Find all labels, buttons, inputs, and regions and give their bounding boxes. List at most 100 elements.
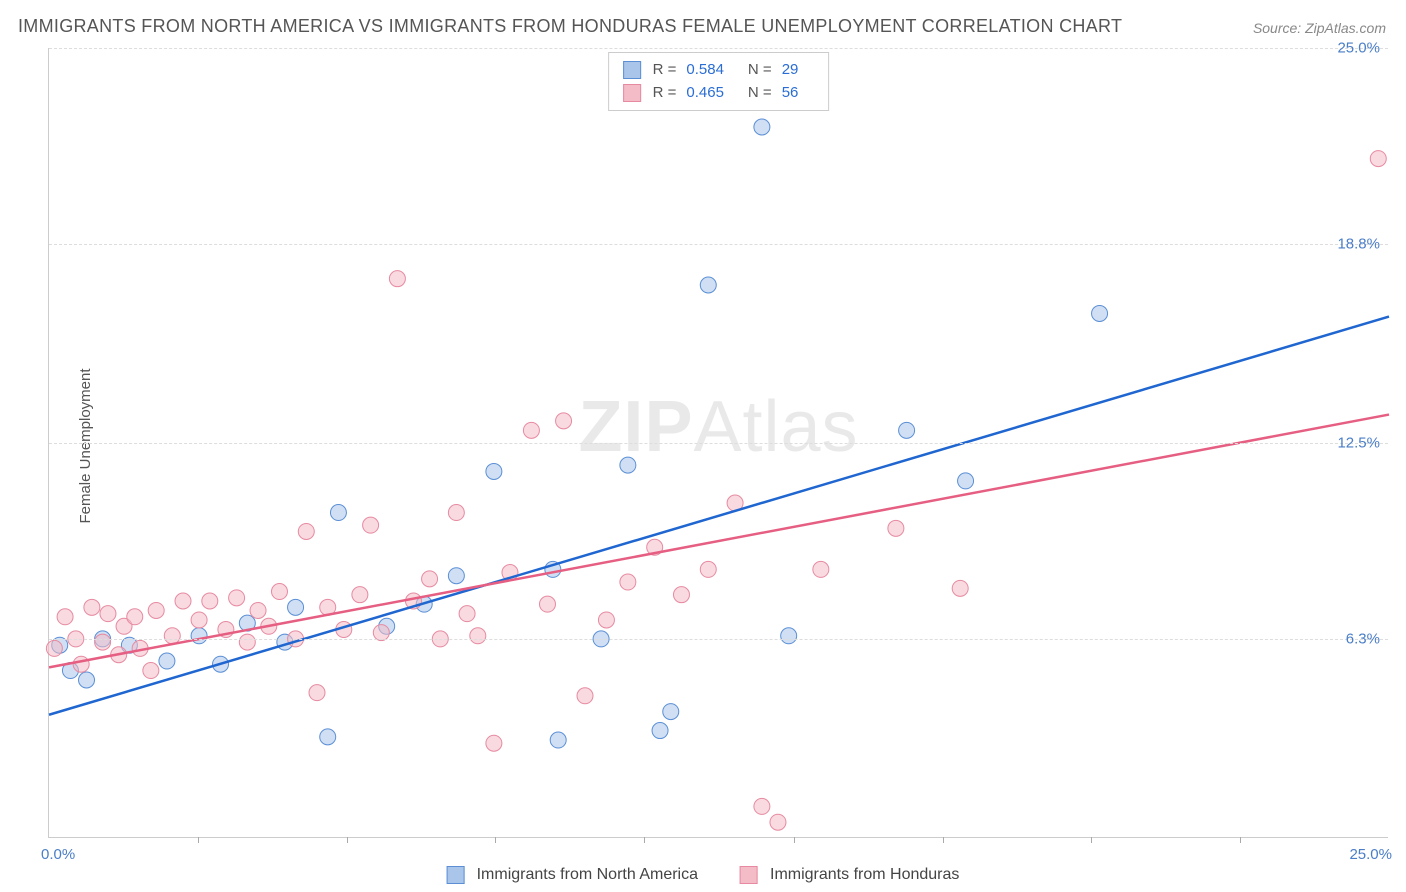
- data-point: [598, 612, 614, 628]
- y-tick-label: 6.3%: [1346, 630, 1380, 647]
- data-point: [1370, 151, 1386, 167]
- x-tick: [198, 837, 199, 843]
- r-label: R =: [653, 59, 677, 82]
- x-tick: [943, 837, 944, 843]
- data-point: [175, 593, 191, 609]
- plot-area: R = 0.584 N = 29 R = 0.465 N = 56 ZIPAtl…: [48, 48, 1388, 838]
- data-point: [84, 599, 100, 615]
- gridline: [49, 48, 1388, 49]
- x-tick: [1240, 837, 1241, 843]
- data-point: [459, 606, 475, 622]
- regression-line: [49, 415, 1389, 668]
- legend-series-label: Immigrants from Honduras: [770, 866, 959, 884]
- data-point: [95, 634, 111, 650]
- y-tick-label: 25.0%: [1337, 40, 1380, 57]
- data-point: [673, 587, 689, 603]
- legend-series-item-2: Immigrants from Honduras: [740, 866, 959, 884]
- data-point: [754, 798, 770, 814]
- data-point: [46, 640, 62, 656]
- legend-series-label: Immigrants from North America: [477, 866, 698, 884]
- data-point: [148, 602, 164, 618]
- data-point: [770, 814, 786, 830]
- x-tick: [794, 837, 795, 843]
- source-name: ZipAtlas.com: [1305, 20, 1386, 36]
- data-point: [298, 523, 314, 539]
- data-point: [271, 584, 287, 600]
- data-point: [813, 561, 829, 577]
- data-point: [448, 568, 464, 584]
- n-label: N =: [748, 59, 772, 82]
- y-tick-label: 12.5%: [1337, 435, 1380, 452]
- r-label: R =: [653, 82, 677, 105]
- n-value: 29: [782, 59, 799, 82]
- data-point: [191, 612, 207, 628]
- data-point: [754, 119, 770, 135]
- gridline: [49, 244, 1388, 245]
- x-tick: [495, 837, 496, 843]
- data-point: [57, 609, 73, 625]
- data-point: [523, 422, 539, 438]
- x-axis-min-label: 0.0%: [41, 846, 75, 863]
- data-point: [127, 609, 143, 625]
- data-point: [202, 593, 218, 609]
- data-point: [320, 729, 336, 745]
- data-point: [363, 517, 379, 533]
- legend-swatch-blue: [623, 61, 641, 79]
- n-label: N =: [748, 82, 772, 105]
- legend-swatch-blue: [447, 866, 465, 884]
- data-point: [952, 580, 968, 596]
- data-point: [470, 628, 486, 644]
- data-point: [309, 685, 325, 701]
- source-prefix: Source:: [1253, 20, 1305, 36]
- x-tick: [644, 837, 645, 843]
- data-point: [389, 271, 405, 287]
- data-point: [556, 413, 572, 429]
- data-point: [486, 735, 502, 751]
- data-point: [229, 590, 245, 606]
- data-point: [1092, 305, 1108, 321]
- data-point: [486, 463, 502, 479]
- data-point: [888, 520, 904, 536]
- data-point: [539, 596, 555, 612]
- legend-series: Immigrants from North America Immigrants…: [447, 866, 960, 884]
- data-point: [250, 602, 266, 618]
- gridline: [49, 639, 1388, 640]
- x-tick: [347, 837, 348, 843]
- data-point: [73, 656, 89, 672]
- r-value: 0.465: [686, 82, 724, 105]
- data-point: [448, 505, 464, 521]
- legend-series-item-1: Immigrants from North America: [447, 866, 698, 884]
- y-tick-label: 18.8%: [1337, 235, 1380, 252]
- data-point: [899, 422, 915, 438]
- data-point: [159, 653, 175, 669]
- gridline: [49, 443, 1388, 444]
- regression-line: [49, 317, 1389, 715]
- data-point: [781, 628, 797, 644]
- data-point: [958, 473, 974, 489]
- x-axis-max-label: 25.0%: [1349, 846, 1392, 863]
- legend-stats-row-1: R = 0.584 N = 29: [623, 59, 815, 82]
- r-value: 0.584: [686, 59, 724, 82]
- source-attribution: Source: ZipAtlas.com: [1253, 20, 1386, 36]
- legend-stats: R = 0.584 N = 29 R = 0.465 N = 56: [608, 52, 830, 111]
- n-value: 56: [782, 82, 799, 105]
- legend-stats-row-2: R = 0.465 N = 56: [623, 82, 815, 105]
- legend-swatch-pink: [623, 84, 641, 102]
- data-point: [330, 505, 346, 521]
- data-point: [620, 574, 636, 590]
- data-point: [422, 571, 438, 587]
- x-tick: [1091, 837, 1092, 843]
- data-point: [352, 587, 368, 603]
- data-point: [663, 704, 679, 720]
- data-point: [164, 628, 180, 644]
- data-point: [652, 723, 668, 739]
- data-point: [100, 606, 116, 622]
- data-point: [550, 732, 566, 748]
- legend-swatch-pink: [740, 866, 758, 884]
- data-point: [577, 688, 593, 704]
- data-point: [620, 457, 636, 473]
- data-point: [143, 663, 159, 679]
- data-point: [700, 277, 716, 293]
- data-point: [239, 634, 255, 650]
- data-point: [79, 672, 95, 688]
